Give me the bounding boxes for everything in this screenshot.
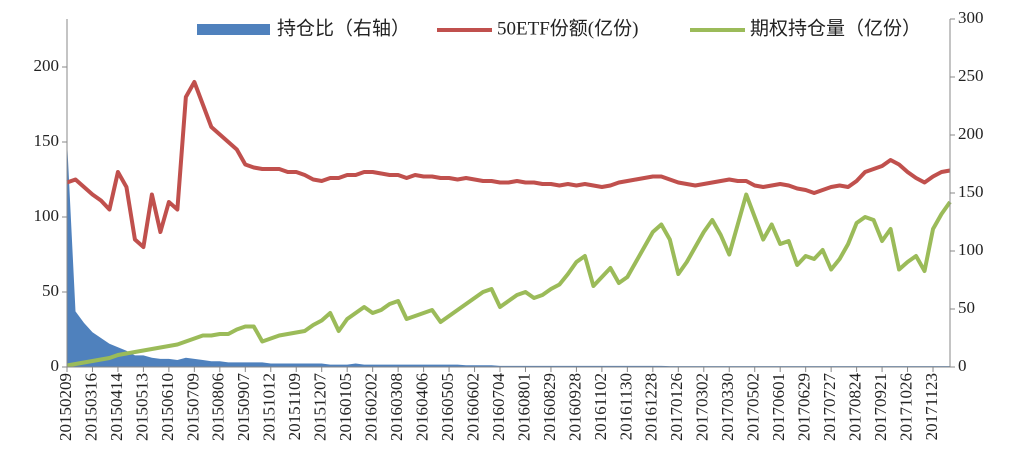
x-tick-label: 20160406: [413, 373, 432, 441]
x-tick-label: 20171123: [922, 373, 941, 440]
x-tick-label: 20150907: [234, 373, 253, 442]
line: [66, 192, 952, 368]
x-tick-label: 20150709: [183, 373, 202, 441]
x-tick-label: 20160928: [565, 373, 584, 441]
x-tick-label: 20170502: [744, 373, 763, 441]
x-tick-label: 20170330: [718, 373, 737, 441]
y2-tick-label: 100: [958, 240, 984, 259]
x-tick-label: 20150806: [209, 373, 228, 441]
x-tick-label: 20160829: [540, 373, 559, 441]
x-tick-label: 20160602: [463, 373, 482, 441]
y2-tick-label: 250: [958, 66, 984, 85]
x-tick-label: 20150513: [132, 373, 151, 441]
x-tick-label: 20161228: [642, 373, 661, 441]
x-tick-label: 20151012: [260, 373, 279, 441]
legend-label: 50ETF份额(亿份): [497, 17, 638, 39]
x-tick-label: 20150414: [107, 373, 126, 442]
y-tick-label: 150: [34, 131, 60, 150]
y2-tick-label: 0: [958, 356, 967, 375]
x-tick-label: 20161130: [616, 373, 635, 440]
x-tick-label: 20170921: [871, 373, 890, 441]
y2-tick-label: 200: [958, 124, 984, 143]
legend-swatch: [197, 24, 270, 35]
y-tick-label: 0: [51, 356, 60, 375]
legend-label: 持仓比（右轴）: [277, 17, 410, 39]
legend-label: 期权持仓量（亿份）: [750, 17, 921, 39]
x-tick-label: 20160505: [438, 373, 457, 441]
y-tick-label: 50: [42, 281, 59, 300]
x-tick-label: 20170629: [795, 373, 814, 441]
y2-tick-label: 50: [958, 298, 975, 317]
x-tick-label: 20170824: [846, 373, 865, 442]
x-tick-label: 20160801: [514, 373, 533, 441]
x-tick-label: 20151207: [311, 373, 330, 442]
x-tick-label: 20170601: [769, 373, 788, 441]
y-tick-label: 200: [34, 56, 60, 75]
x-tick-label: 20171026: [896, 373, 915, 441]
x-tick-label: 20160704: [489, 373, 508, 442]
y-tick-label: 100: [34, 206, 60, 225]
x-tick-label: 20170727: [820, 373, 839, 442]
x-tick-label: 20150610: [158, 373, 177, 441]
x-tick-label: 20150209: [56, 373, 75, 441]
x-tick-label: 20170126: [667, 373, 686, 441]
x-tick-label: 20150316: [81, 373, 100, 441]
x-tick-label: 20160202: [362, 373, 381, 441]
x-tick-label: 20160308: [387, 373, 406, 441]
y2-tick-label: 150: [958, 182, 984, 201]
line: [66, 80, 951, 249]
x-tick-label: 20170302: [693, 373, 712, 441]
y2-tick-label: 300: [958, 8, 984, 27]
x-tick-label: 20161102: [591, 373, 610, 440]
x-tick-label: 20160105: [336, 373, 355, 441]
x-tick-label: 20151109: [285, 373, 304, 440]
